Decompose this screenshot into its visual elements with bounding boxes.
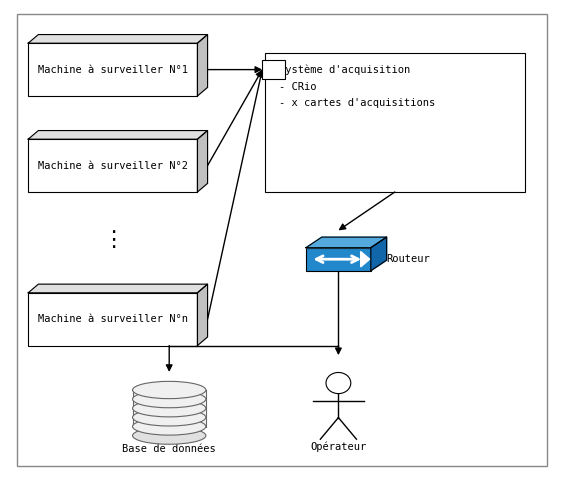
Polygon shape: [306, 237, 387, 248]
Polygon shape: [371, 237, 387, 271]
Text: ⋮: ⋮: [102, 230, 124, 250]
Polygon shape: [28, 131, 208, 139]
Text: Machine à surveiller N°2: Machine à surveiller N°2: [38, 161, 188, 170]
Polygon shape: [361, 252, 370, 267]
Bar: [262, 60, 285, 79]
Text: Routeur: Routeur: [386, 254, 430, 264]
Polygon shape: [197, 35, 208, 96]
Text: Opérateur: Opérateur: [310, 442, 367, 452]
Bar: [28, 139, 197, 192]
Bar: [133, 390, 206, 427]
Bar: [265, 53, 525, 192]
Ellipse shape: [133, 427, 206, 444]
Ellipse shape: [133, 409, 206, 426]
Polygon shape: [28, 35, 208, 43]
Text: Machine à surveiller N°n: Machine à surveiller N°n: [38, 314, 188, 324]
Text: Machine à surveiller N°1: Machine à surveiller N°1: [38, 65, 188, 74]
Ellipse shape: [133, 391, 206, 408]
Text: Système d'acquisition
- CRio
- x cartes d'acquisitions: Système d'acquisition - CRio - x cartes …: [279, 65, 435, 108]
Polygon shape: [28, 284, 208, 293]
Bar: [28, 293, 197, 346]
Text: Base de données: Base de données: [122, 444, 216, 454]
Ellipse shape: [133, 399, 206, 417]
Bar: [28, 43, 197, 96]
Ellipse shape: [133, 381, 206, 398]
Bar: [306, 248, 371, 271]
Ellipse shape: [133, 418, 206, 435]
Polygon shape: [197, 131, 208, 192]
Circle shape: [326, 372, 351, 394]
Polygon shape: [197, 284, 208, 346]
